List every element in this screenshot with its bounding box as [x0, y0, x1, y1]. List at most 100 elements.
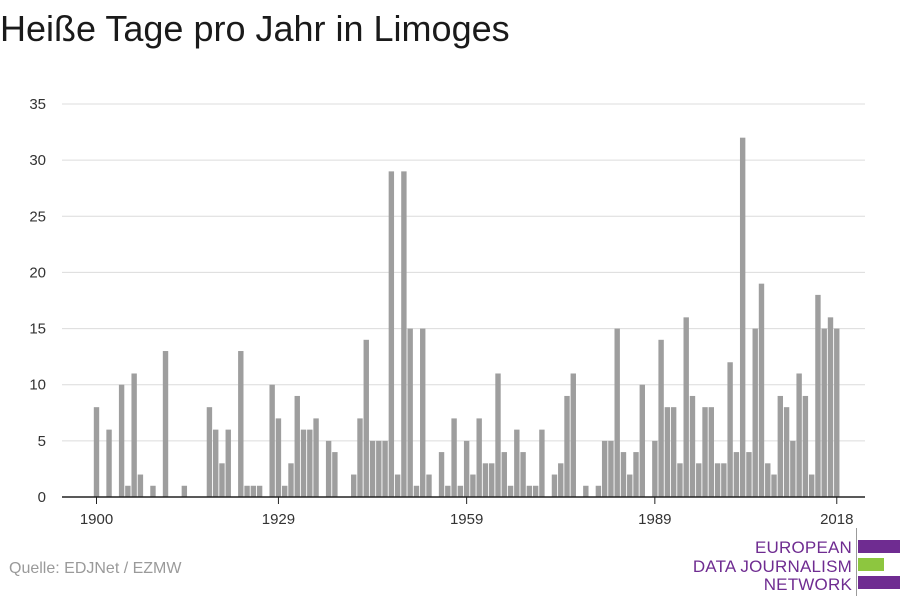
bar-1987	[639, 384, 645, 497]
bar-1997	[702, 407, 708, 497]
bar-1956	[445, 485, 451, 497]
bar-1968	[520, 452, 526, 497]
bar-1989	[652, 440, 658, 497]
bar-1985	[627, 474, 633, 497]
x-tick-label-1959: 1959	[450, 511, 483, 528]
bar-1929	[275, 418, 282, 497]
bar-1919	[213, 429, 219, 497]
bar-1993	[677, 463, 683, 497]
bar-1986	[633, 452, 639, 497]
bar-1967	[514, 429, 520, 497]
bar-1934	[307, 429, 313, 497]
bar-1961	[476, 418, 482, 497]
bar-1994	[683, 317, 689, 497]
bar-1974	[558, 463, 564, 497]
bar-1952	[420, 328, 426, 497]
bar-1958	[457, 485, 464, 497]
bar-1902	[106, 429, 112, 497]
bar-1935	[313, 418, 319, 497]
bar-1923	[238, 351, 244, 497]
y-tick-label-30: 30	[29, 152, 46, 169]
bar-1975	[564, 395, 570, 497]
bar-2005	[752, 328, 758, 497]
logo-bar-1	[858, 540, 900, 553]
bar-1960	[470, 474, 476, 497]
y-tick-label-0: 0	[38, 489, 46, 506]
bar-1947	[388, 171, 395, 497]
bar-2007	[765, 463, 771, 497]
bar-1907	[137, 474, 144, 497]
bar-2002	[733, 452, 740, 497]
bar-1963	[489, 463, 495, 497]
y-tick-labels: 0 5 10 15 20 25 30 35	[29, 96, 46, 506]
bar-1909	[150, 485, 156, 497]
bar-1976	[570, 373, 576, 497]
grid-lines	[62, 103, 865, 442]
bar-1951	[413, 485, 420, 497]
bar-2008	[771, 474, 777, 497]
bar-1905	[125, 485, 131, 497]
bar-2003	[739, 137, 746, 497]
bar-1938	[332, 452, 338, 497]
bar-1943	[363, 339, 369, 497]
logo-bar-3	[858, 576, 900, 589]
bar-1911	[162, 351, 169, 497]
y-tick-label-10: 10	[29, 377, 46, 394]
bar-2000	[721, 463, 727, 497]
bar-1996	[696, 463, 702, 497]
source-note: Quelle: EDJNet / EZMW	[9, 560, 182, 577]
edjnet-logo: EUROPEAN DATA JOURNALISM NETWORK	[693, 528, 900, 600]
bar-2018	[834, 328, 840, 497]
bar-2014	[808, 474, 815, 497]
bar-1995	[689, 395, 696, 497]
x-tick-label-2018: 2018	[820, 511, 853, 528]
bars	[93, 137, 840, 497]
bar-1926	[256, 485, 263, 497]
chart-title: Heiße Tage pro Jahr in Limoges	[0, 8, 510, 49]
bar-1969	[526, 485, 533, 497]
bar-1999	[714, 463, 721, 497]
bar-2006	[758, 283, 765, 497]
bar-1900	[93, 407, 100, 497]
bar-1953	[426, 474, 432, 497]
bar-2016	[821, 328, 827, 497]
bar-1946	[382, 440, 388, 497]
bar-1992	[670, 407, 677, 497]
x-tick-label-1989: 1989	[638, 511, 671, 528]
logo-bar-2	[858, 558, 884, 571]
bar-1984	[620, 452, 627, 497]
bar-1914	[181, 485, 188, 497]
bar-2017	[827, 317, 834, 497]
bar-1973	[551, 474, 558, 497]
bar-1982	[608, 440, 614, 497]
bar-2001	[727, 362, 733, 497]
logo-divider	[856, 528, 857, 596]
bar-1925	[250, 485, 257, 497]
bar-1931	[288, 463, 294, 497]
bar-1904	[118, 384, 125, 497]
bar-1959	[463, 440, 470, 497]
bar-2004	[746, 452, 752, 497]
bar-1978	[583, 485, 589, 497]
bar-1941	[351, 474, 357, 497]
x-ticks: 1900 1929 1959 1989 2018	[80, 497, 853, 528]
bar-1928	[269, 384, 275, 497]
bar-1937	[325, 440, 332, 497]
y-tick-label-20: 20	[29, 264, 46, 281]
logo-text-line-2: DATA JOURNALISM	[692, 557, 852, 576]
bar-1945	[376, 440, 382, 497]
bar-1980	[595, 485, 602, 497]
bar-1948	[394, 474, 401, 497]
bar-2013	[802, 395, 809, 497]
y-tick-label-5: 5	[38, 433, 46, 450]
bar-1962	[482, 463, 489, 497]
bar-2012	[796, 373, 802, 497]
logo-text-line-1: EUROPEAN	[754, 538, 852, 557]
x-tick-label-1900: 1900	[80, 511, 113, 528]
y-tick-label-25: 25	[29, 208, 46, 225]
bar-2015	[815, 294, 821, 497]
bar-1957	[451, 418, 457, 497]
bar-1965	[501, 452, 507, 497]
bar-1998	[708, 407, 714, 497]
bar-1955	[438, 452, 445, 497]
